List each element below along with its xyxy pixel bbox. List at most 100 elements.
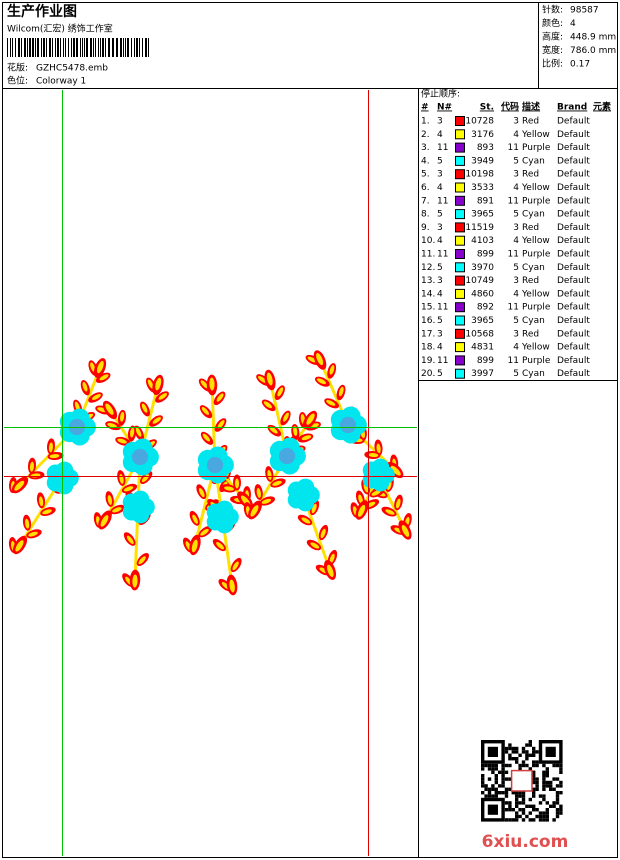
leaf xyxy=(139,401,151,417)
leaf-inner xyxy=(158,393,168,400)
cell: 4 xyxy=(437,289,443,299)
leaf-inner xyxy=(14,480,25,491)
cell: 15. xyxy=(421,303,435,313)
qr-module xyxy=(545,811,549,815)
info-value: 0.17 xyxy=(570,60,590,70)
leaf xyxy=(381,506,397,517)
qr-module xyxy=(559,763,563,768)
qr-module xyxy=(532,791,536,795)
leaf xyxy=(117,409,127,426)
leaf-inner xyxy=(338,386,344,397)
qr-module xyxy=(515,814,519,819)
leaf xyxy=(386,461,404,479)
petal xyxy=(371,458,390,477)
leaf-inner xyxy=(327,564,334,578)
qr-module xyxy=(484,763,488,768)
leaf xyxy=(196,484,207,500)
qr-module xyxy=(494,763,498,768)
qr-module xyxy=(501,791,505,795)
leaf xyxy=(232,474,242,491)
leaf-inner xyxy=(311,503,317,514)
bar-stripe xyxy=(112,38,114,57)
leaf xyxy=(297,433,314,443)
qr-module xyxy=(501,763,505,768)
qr-module xyxy=(521,791,526,795)
leaf xyxy=(302,410,318,430)
qr-module xyxy=(545,814,549,819)
cell: 5 xyxy=(437,263,443,273)
leaf-inner xyxy=(202,433,210,442)
cell: 3533 xyxy=(471,183,494,193)
qr-module xyxy=(552,787,556,791)
cell: 3 xyxy=(513,170,519,180)
leaf xyxy=(26,529,42,539)
cell: Red xyxy=(522,276,539,286)
qr-module xyxy=(528,743,532,747)
leaf-inner xyxy=(266,372,273,386)
leaf xyxy=(152,374,164,396)
cell: 11 xyxy=(508,143,519,153)
qr-module xyxy=(508,801,512,805)
qr-module xyxy=(542,794,546,798)
column-header: 描述 xyxy=(522,101,540,113)
cell: Cyan xyxy=(522,316,545,326)
qr-module xyxy=(525,804,529,808)
design: GZHC5478.emb xyxy=(36,64,108,74)
cell: 893 xyxy=(477,143,494,153)
leaf-inner xyxy=(269,426,278,434)
leaf xyxy=(88,392,103,403)
bar-stripe xyxy=(80,38,81,57)
qr-module xyxy=(532,777,536,781)
cell: 3 xyxy=(513,117,519,127)
qr-module xyxy=(555,808,560,812)
bar-stripe xyxy=(136,38,138,57)
qr-module xyxy=(508,743,512,747)
leaf-inner xyxy=(217,420,225,429)
cell: Yellow xyxy=(521,236,550,246)
qr-module xyxy=(545,780,549,785)
qr-module xyxy=(555,794,560,798)
leaf xyxy=(220,484,236,493)
qr-module xyxy=(535,808,539,812)
leaf xyxy=(98,510,112,530)
bar-stripe xyxy=(90,38,92,57)
cell: 4 xyxy=(513,183,519,193)
swatch xyxy=(455,249,465,259)
leaf xyxy=(248,500,262,520)
leaf xyxy=(129,569,141,591)
cell: Red xyxy=(522,329,539,339)
bar-stripe xyxy=(86,38,88,57)
leaf xyxy=(324,398,340,409)
leaf xyxy=(200,431,214,445)
leaf-inner xyxy=(130,427,135,438)
bar-stripe xyxy=(10,38,11,57)
qr-module xyxy=(491,787,495,791)
qr-module xyxy=(555,777,560,781)
qr-module xyxy=(555,811,560,815)
qr-module xyxy=(498,791,502,795)
qr-module xyxy=(532,746,536,751)
cell: 18. xyxy=(421,343,435,353)
swatch xyxy=(455,288,465,299)
qr-module xyxy=(515,811,519,815)
qr-module xyxy=(508,777,512,781)
qr-module xyxy=(515,818,519,822)
qr-module xyxy=(559,804,563,808)
leaf xyxy=(189,534,201,556)
colorway: Colorway 1 xyxy=(36,77,86,87)
qr-finder xyxy=(538,740,563,764)
cell: Default xyxy=(557,289,590,299)
leaf-inner xyxy=(138,556,146,565)
qr-module xyxy=(511,818,515,822)
qr-module xyxy=(542,770,546,774)
bar-stripe xyxy=(95,38,96,57)
swatch xyxy=(455,222,465,233)
cell: 17. xyxy=(421,329,435,339)
cell: Yellow xyxy=(521,343,550,353)
qr-module xyxy=(521,794,526,798)
leaf xyxy=(323,560,337,580)
cell: 4 xyxy=(437,130,443,140)
qr-module xyxy=(515,760,519,764)
cell: 6. xyxy=(421,183,430,193)
qr-module xyxy=(494,767,498,771)
